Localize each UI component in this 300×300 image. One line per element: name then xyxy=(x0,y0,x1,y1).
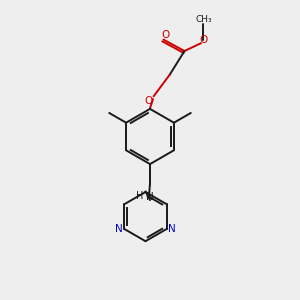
Text: O: O xyxy=(162,30,170,40)
Text: O: O xyxy=(200,35,208,45)
Text: H: H xyxy=(136,190,144,201)
Text: CH₃: CH₃ xyxy=(195,15,212,24)
Text: O: O xyxy=(144,95,153,106)
Text: N: N xyxy=(146,192,154,202)
Text: N: N xyxy=(168,224,176,234)
Text: N: N xyxy=(115,224,123,234)
